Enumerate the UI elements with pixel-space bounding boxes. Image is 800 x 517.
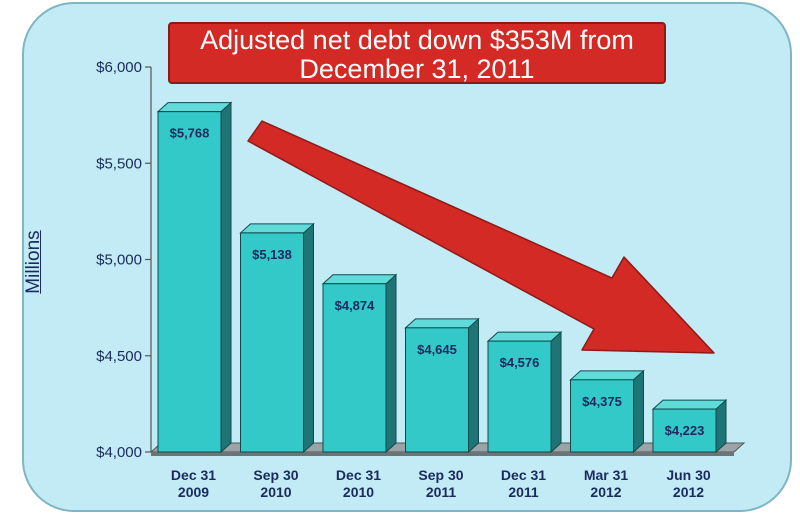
bar-value-label: $4,375: [582, 394, 622, 409]
bar-top: [486, 331, 563, 342]
bar-side: [468, 317, 479, 454]
bar-value-label: $4,223: [665, 423, 705, 438]
x-tick-label: 2011: [426, 484, 457, 500]
x-tick-label: 2012: [590, 484, 621, 500]
bar-top: [239, 223, 315, 234]
bar-value-label: $5,138: [252, 247, 292, 262]
x-tick-label: 2009: [178, 484, 209, 500]
bar-value-label: $4,874: [335, 298, 376, 313]
bar: [405, 327, 469, 453]
x-tick-label: Sep 30: [418, 467, 463, 483]
x-tick-label: 2010: [343, 484, 374, 500]
bar-value-label: $4,645: [417, 342, 457, 357]
chart-floor-edge: [151, 452, 734, 456]
y-tick-label: $5,500: [96, 155, 142, 172]
bar-top: [404, 318, 480, 329]
y-tick-label: $5,000: [96, 252, 142, 269]
bar: [652, 408, 717, 453]
bar-side: [385, 273, 397, 454]
bar-side: [550, 330, 562, 454]
y-tick-label: $6,000: [96, 59, 142, 76]
bar: [487, 340, 552, 453]
x-tick-label: Jun 30: [666, 467, 711, 483]
bar-top: [569, 370, 645, 381]
bar-value-label: $5,768: [170, 126, 210, 141]
y-tick-label: $4,000: [96, 444, 142, 461]
x-tick-label: 2012: [673, 484, 704, 500]
x-tick-label: Mar 31: [584, 467, 629, 483]
y-tick-label: $4,500: [96, 348, 142, 365]
bar-side: [303, 222, 314, 454]
x-tick-label: Dec 31: [501, 467, 546, 483]
x-tick-label: Dec 31: [171, 467, 216, 483]
chart-title-line-2: December 31, 2011: [299, 54, 535, 84]
x-tick-label: Dec 31: [336, 467, 381, 483]
y-axis-label: Millions: [23, 230, 44, 294]
bar-side: [220, 101, 232, 454]
bar: [322, 283, 387, 453]
trend-arrow: [247, 120, 715, 354]
bar: [240, 232, 304, 453]
bar-top: [321, 274, 398, 285]
x-tick-label: Sep 30: [253, 467, 298, 483]
bar: [570, 379, 634, 453]
bar-top: [651, 399, 728, 410]
bar-side: [633, 369, 644, 454]
chart-title-line-1: Adjusted net debt down $353M from: [200, 25, 634, 55]
x-tick-label: 2011: [508, 484, 539, 500]
bar-top: [156, 102, 233, 113]
bar: [157, 111, 222, 453]
x-tick-label: 2010: [260, 484, 291, 500]
chart-title: Adjusted net debt down $353M from Decemb…: [168, 22, 666, 84]
bar-value-label: $4,576: [500, 355, 540, 370]
